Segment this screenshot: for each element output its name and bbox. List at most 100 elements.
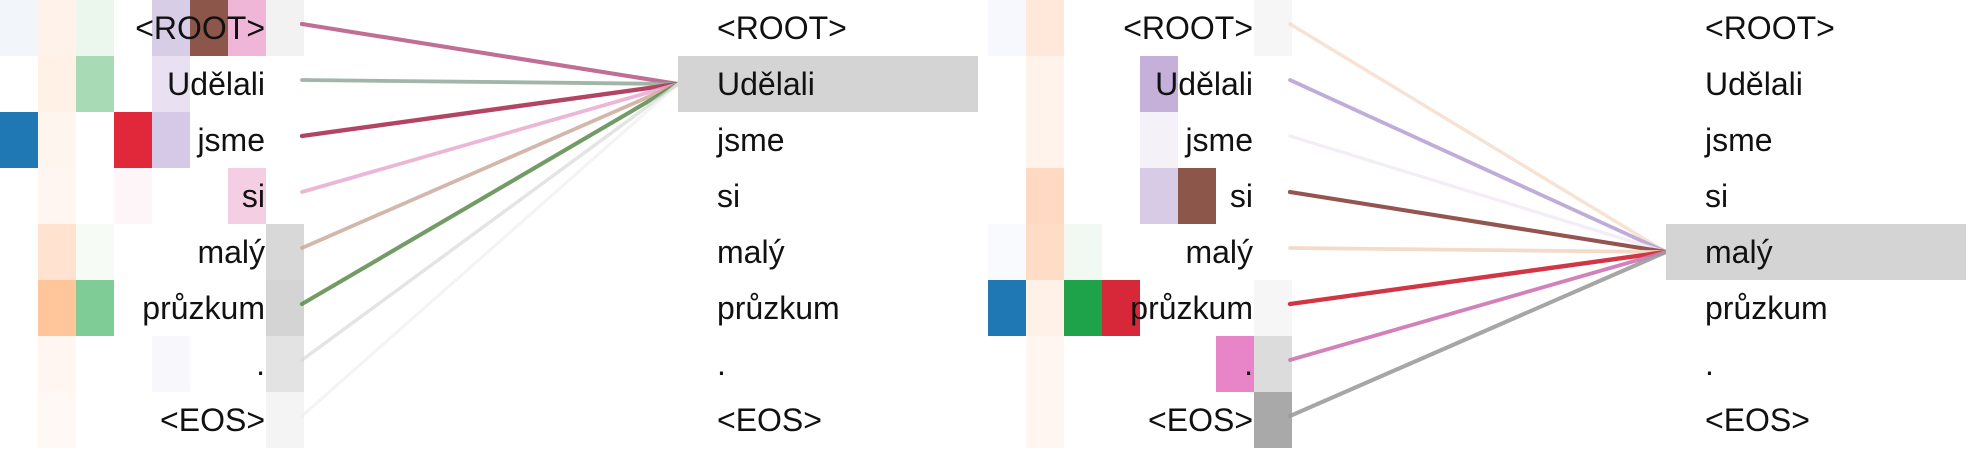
right-token: jsme [1704, 122, 1773, 158]
left-token: jsme [1184, 122, 1253, 158]
heatmap-cell [1026, 392, 1064, 448]
heatmap-cell [1140, 168, 1178, 224]
heatmap-cell [228, 0, 266, 56]
heatmap-cell [988, 280, 1026, 336]
attention-link [300, 82, 680, 250]
heatmap-cell [38, 168, 76, 224]
left-token: <ROOT> [135, 10, 265, 46]
heatmap-cell [1064, 280, 1102, 336]
right-token: jsme [716, 122, 785, 158]
attention-link [1288, 250, 1668, 362]
attention-heatmap [0, 0, 304, 448]
heatmap-cell [1216, 336, 1254, 392]
heatmap-cell [152, 56, 190, 112]
attention-link [1288, 78, 1668, 254]
left-token-column: <ROOT> Udělali jsme si malý průzkum . <E… [135, 10, 265, 438]
left-token: průzkum [1130, 290, 1253, 326]
attention-link [300, 82, 680, 362]
heatmap-cell [988, 224, 1026, 280]
left-token: malý [197, 234, 265, 270]
left-token: jsme [196, 122, 265, 158]
heatmap-cell [266, 280, 304, 336]
right-token: . [717, 346, 726, 382]
heatmap-cell [76, 0, 114, 56]
heatmap-cell [1178, 168, 1216, 224]
heatmap-cell [38, 280, 76, 336]
highlighted-target-token [1666, 224, 1966, 280]
heatmap-cell [152, 112, 190, 168]
heatmap-cell [76, 224, 114, 280]
left-token: si [242, 178, 265, 214]
heatmap-cell [76, 56, 114, 112]
heatmap-cell [1026, 336, 1064, 392]
heatmap-cell [38, 336, 76, 392]
heatmap-cell [266, 336, 304, 392]
right-token: Udělali [717, 66, 815, 102]
heatmap-cell [1026, 0, 1064, 56]
heatmap-cell [1254, 336, 1292, 392]
heatmap-cell [38, 224, 76, 280]
heatmap-cell [38, 392, 76, 448]
right-token: si [1705, 178, 1728, 214]
heatmap-cell [152, 336, 190, 392]
attention-link [1287, 249, 1669, 307]
right-token: Udělali [1705, 66, 1803, 102]
heatmap-cell [114, 168, 152, 224]
heatmap-cell [38, 56, 76, 112]
attention-link [1287, 249, 1669, 419]
heatmap-cell [988, 0, 1026, 56]
right-token: <ROOT> [1705, 10, 1835, 46]
heatmap-cell [1140, 112, 1178, 168]
heatmap-cell [1254, 392, 1292, 448]
right-token: průzkum [1705, 290, 1828, 326]
heatmap-cell [1254, 0, 1292, 56]
right-token: . [1705, 346, 1714, 382]
attention-links [299, 21, 681, 418]
heatmap-cell [1026, 280, 1064, 336]
heatmap-cell [1026, 56, 1064, 112]
heatmap-cell [38, 112, 76, 168]
attention-link [300, 82, 680, 418]
left-token: malý [1185, 234, 1253, 270]
right-token: průzkum [717, 290, 840, 326]
attention-links [1287, 22, 1669, 419]
right-token: malý [717, 234, 785, 270]
heatmap-cell [1140, 56, 1178, 112]
heatmap-cell [266, 392, 304, 448]
right-token-column: <ROOT> Udělali jsme si malý průzkum . <E… [1704, 10, 1835, 438]
heatmap-cell [266, 224, 304, 280]
right-token-column: <ROOT> Udělali jsme si malý průzkum . <E… [716, 10, 847, 438]
left-token: si [1230, 178, 1253, 214]
heatmap-cell [1064, 224, 1102, 280]
heatmap-cell [76, 280, 114, 336]
heatmap-cell [0, 112, 38, 168]
attention-panel-2: <ROOT> Udělali jsme si malý průzkum . <E… [988, 0, 1966, 448]
right-token: <EOS> [717, 402, 822, 438]
attention-link [299, 81, 681, 139]
left-token-column: <ROOT> Udělali jsme si malý průzkum . <E… [1123, 10, 1253, 438]
heatmap-cell [228, 168, 266, 224]
left-token: <ROOT> [1123, 10, 1253, 46]
heatmap-cell [152, 0, 190, 56]
attention-panel-1: <ROOT> Udělali jsme si malý průzkum . <E… [0, 0, 978, 448]
left-token: průzkum [142, 290, 265, 326]
heatmap-cell [0, 0, 38, 56]
right-token: <EOS> [1705, 402, 1810, 438]
attention-link [299, 21, 681, 87]
left-token: <EOS> [1148, 402, 1253, 438]
left-token: <EOS> [160, 402, 265, 438]
heatmap-cell [38, 0, 76, 56]
left-token: . [256, 346, 265, 382]
right-token: si [717, 178, 740, 214]
heatmap-cell [114, 112, 152, 168]
heatmap-cell [1254, 280, 1292, 336]
heatmap-cell [190, 0, 228, 56]
left-token: Udělali [167, 66, 265, 102]
attention-link [300, 82, 680, 194]
highlighted-target-token [678, 56, 978, 112]
right-token: <ROOT> [717, 10, 847, 46]
heatmap-cell [1026, 112, 1064, 168]
attention-link [1288, 246, 1668, 254]
right-token: malý [1705, 234, 1773, 270]
